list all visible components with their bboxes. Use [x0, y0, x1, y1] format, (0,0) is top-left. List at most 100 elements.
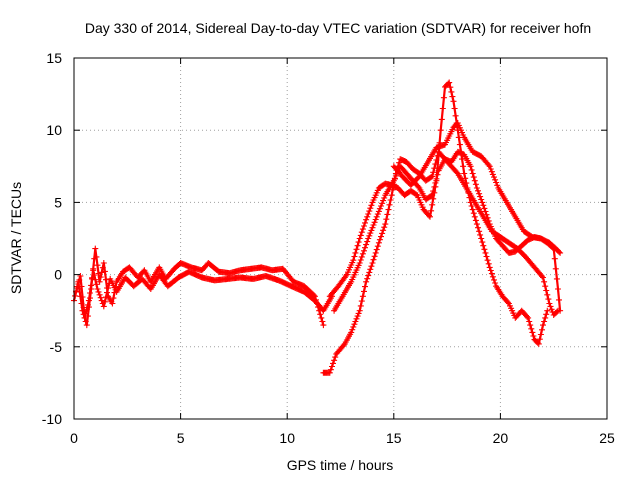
data-point [352, 318, 359, 325]
data-point [93, 253, 100, 260]
data-point [545, 296, 552, 303]
data-point [477, 193, 484, 200]
data-point [429, 173, 436, 180]
x-axis-label: GPS time / hours [287, 457, 394, 473]
data-point [358, 229, 365, 236]
data-point [375, 208, 382, 215]
data-point [468, 203, 475, 209]
data-point [367, 266, 374, 273]
series-line [72, 247, 325, 327]
data-point [370, 256, 377, 263]
data-point [366, 269, 373, 276]
data-point [485, 217, 492, 224]
data-point [555, 286, 561, 292]
data-point [552, 265, 559, 272]
data-point [472, 181, 479, 188]
data-point [534, 339, 541, 346]
data-point [364, 238, 371, 245]
data-point [482, 208, 489, 215]
data-point [535, 340, 542, 347]
data-point [540, 274, 546, 281]
x-tick-label: 10 [279, 430, 295, 446]
y-tick-label: 0 [54, 267, 62, 283]
data-point [357, 257, 364, 263]
series-track-f [390, 120, 564, 256]
data-point [353, 315, 360, 322]
data-point [478, 196, 485, 203]
data-point [489, 171, 496, 178]
data-point [361, 288, 367, 295]
data-point [355, 239, 362, 246]
data-point [471, 177, 478, 184]
data-point [364, 275, 371, 282]
data-point [485, 162, 492, 168]
data-point [380, 197, 387, 204]
data-point [350, 323, 357, 330]
data-point [365, 235, 372, 242]
data-point [415, 183, 422, 190]
data-point [379, 230, 386, 237]
data-point [82, 318, 89, 325]
data-point [478, 235, 485, 242]
data-point [96, 291, 103, 298]
data-point [432, 179, 439, 186]
x-tick-label: 0 [70, 430, 78, 446]
data-point [430, 188, 437, 195]
data-point [371, 253, 378, 260]
y-tick-label: -10 [42, 411, 62, 427]
data-point [364, 213, 371, 220]
data-point [82, 310, 89, 317]
data-point [544, 307, 551, 314]
data-point [110, 295, 117, 302]
series-track-d [326, 79, 551, 347]
data-point [354, 313, 361, 320]
data-point [483, 253, 490, 260]
data-point [370, 222, 377, 228]
data-point [94, 286, 101, 292]
data-point [365, 211, 372, 217]
data-point [493, 179, 500, 186]
data-point [330, 360, 336, 367]
data-point [320, 322, 327, 329]
data-point [475, 187, 481, 194]
data-point [487, 267, 494, 274]
data-point [475, 224, 481, 231]
data-point [546, 300, 553, 307]
data-point [368, 202, 375, 209]
data-point [542, 283, 549, 290]
data-point [466, 194, 473, 201]
data-point [525, 314, 532, 321]
data-point [326, 369, 333, 376]
data-point [488, 270, 495, 277]
data-point [372, 249, 379, 256]
data-point [79, 294, 86, 300]
data-point [447, 84, 454, 91]
data-point [541, 278, 548, 285]
data-point [448, 88, 455, 95]
data-point [359, 250, 366, 257]
data-point [526, 318, 533, 325]
y-tick-label: 10 [46, 122, 62, 138]
data-point [467, 199, 474, 206]
data-point [481, 246, 488, 253]
data-point [77, 273, 84, 279]
data-point [327, 366, 334, 373]
data-point [472, 217, 479, 224]
data-point [479, 239, 486, 246]
data-point [449, 93, 456, 100]
data-point [96, 278, 103, 285]
data-point [470, 210, 477, 217]
data-point [331, 357, 338, 364]
data-point [375, 239, 382, 246]
data-point [530, 333, 537, 339]
data-point [80, 304, 87, 311]
data-point [488, 168, 495, 175]
data-point [469, 170, 476, 177]
data-point [98, 297, 105, 304]
data-point [357, 232, 364, 239]
data-point [91, 272, 98, 278]
data-point [93, 281, 100, 288]
data-point [359, 293, 366, 300]
data-point [481, 205, 488, 212]
data-point [372, 216, 379, 223]
